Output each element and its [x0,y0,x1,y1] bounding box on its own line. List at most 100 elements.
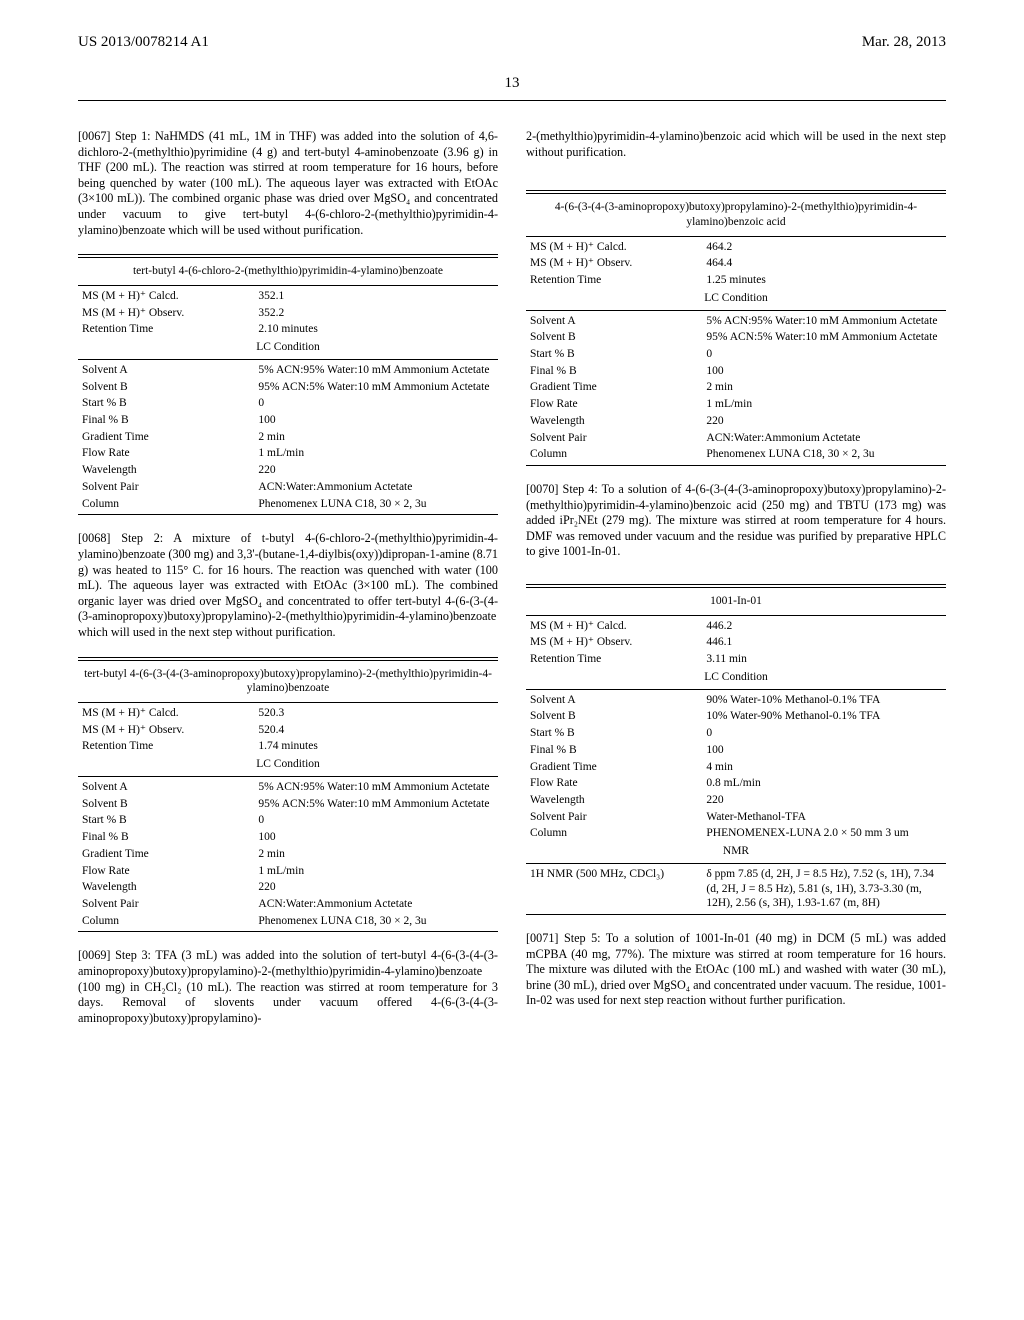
table-row: MS (M + H)⁺ Calcd.352.1 [78,288,498,305]
table-value: 100 [702,363,946,380]
table-row: Final % B100 [78,412,498,429]
table-row: Flow Rate1 mL/min [78,445,498,462]
table-value: 1 mL/min [702,396,946,413]
table-rule [78,285,498,286]
para-0069-cont: 2-(methylthio)pyrimidin-4-ylamino)benzoi… [526,129,946,160]
table-value: 520.3 [254,705,498,722]
table-row: Solvent PairACN:Water:Ammonium Actetate [526,430,946,447]
lc-condition-label: LC Condition [78,338,498,357]
table-key: MS (M + H)⁺ Calcd. [78,288,254,305]
table-value: 0.8 mL/min [702,775,946,792]
table-row: Final % B100 [526,742,946,759]
table-row: Start % B0 [78,395,498,412]
table-rule [78,657,498,658]
table-value: 220 [254,879,498,896]
table-value: 0 [702,346,946,363]
table-rule [526,615,946,616]
table-key: Solvent B [526,329,702,346]
table-key: Column [526,446,702,463]
table-value: 1.25 minutes [702,272,946,289]
table-rule [526,465,946,466]
table-value: 3.11 min [702,651,946,668]
table-row: MS (M + H)⁺ Observ.352.2 [78,305,498,322]
table-key: Solvent A [526,692,702,709]
table-key: Wavelength [78,462,254,479]
table-compound-3: 4-(6-(3-(4-(3-aminopropoxy)butoxy)propyl… [526,190,946,466]
table-row: MS (M + H)⁺ Observ.520.4 [78,722,498,739]
table-key: Gradient Time [78,429,254,446]
table-rule [78,931,498,932]
table-key: Retention Time [78,738,254,755]
table-row: Solvent B95% ACN:5% Water:10 mM Ammonium… [78,379,498,396]
table-value: 10% Water-90% Methanol-0.1% TFA [702,708,946,725]
table-key: Solvent A [526,313,702,330]
table-value: Phenomenex LUNA C18, 30 × 2, 3u [702,446,946,463]
table-rule [526,190,946,191]
table-key: Start % B [78,812,254,829]
table-value: PHENOMENEX-LUNA 2.0 × 50 mm 3 um [702,825,946,842]
table-value: Water-Methanol-TFA [702,809,946,826]
table-rule [526,689,946,690]
table-value: 352.2 [254,305,498,322]
table-rule [78,359,498,360]
lc-condition-label: LC Condition [78,755,498,774]
table-value: 1 mL/min [254,863,498,880]
table-value: 5% ACN:95% Water:10 mM Ammonium Actetate [254,362,498,379]
table-value: 95% ACN:5% Water:10 mM Ammonium Actetate [254,379,498,396]
table-compound-2: tert-butyl 4-(6-(3-(4-(3-aminopropoxy)bu… [78,657,498,933]
table-key: Flow Rate [78,445,254,462]
table-value: 2 min [254,846,498,863]
table-key: Gradient Time [526,379,702,396]
table-row: Wavelength220 [526,413,946,430]
table-value: 0 [702,725,946,742]
table-row: Start % B0 [526,725,946,742]
table-value: 520.4 [254,722,498,739]
table-row: Wavelength220 [78,879,498,896]
table-key: Final % B [526,742,702,759]
table-key: Gradient Time [78,846,254,863]
table-key: Final % B [526,363,702,380]
table-value: 464.2 [702,239,946,256]
table-row: Gradient Time2 min [526,379,946,396]
doc-id: US 2013/0078214 A1 [78,34,209,51]
para-0067: [0067] Step 1: NaHMDS (41 mL, 1M in THF)… [78,129,498,238]
table-row: Solvent B10% Water-90% Methanol-0.1% TFA [526,708,946,725]
table-value: 5% ACN:95% Water:10 mM Ammonium Actetate [702,313,946,330]
table-key: MS (M + H)⁺ Observ. [526,634,702,651]
table-rule [78,514,498,515]
table-key: Solvent B [78,796,254,813]
table-rule [526,914,946,915]
table-value: 100 [254,829,498,846]
table-key: Solvent B [78,379,254,396]
table-rule [526,310,946,311]
lc-condition-label: LC Condition [526,668,946,687]
table-key: Flow Rate [526,396,702,413]
table-rule [526,584,946,585]
table-row: Gradient Time4 min [526,759,946,776]
table-value: Phenomenex LUNA C18, 30 × 2, 3u [254,496,498,513]
table-row: MS (M + H)⁺ Calcd.446.2 [526,618,946,635]
table-value: 1.74 minutes [254,738,498,755]
nmr-key: 1H NMR (500 MHz, CDCl₃) [526,866,702,912]
table-row: ColumnPhenomenex LUNA C18, 30 × 2, 3u [78,913,498,930]
table-value: 1 mL/min [254,445,498,462]
table-row: Retention Time1.25 minutes [526,272,946,289]
table-key: Solvent Pair [526,809,702,826]
table-rule [526,236,946,237]
table-row: Solvent PairACN:Water:Ammonium Actetate [78,479,498,496]
para-0070: [0070] Step 4: To a solution of 4-(6-(3-… [526,482,946,560]
table-key: Flow Rate [526,775,702,792]
table-key: Retention Time [78,321,254,338]
table-row: Wavelength220 [526,792,946,809]
table-row: Start % B0 [526,346,946,363]
table-row: Solvent B95% ACN:5% Water:10 mM Ammonium… [526,329,946,346]
table-row: Final % B100 [526,363,946,380]
nmr-row: 1H NMR (500 MHz, CDCl₃) δ ppm 7.85 (d, 2… [526,866,946,912]
table-key: Solvent A [78,362,254,379]
table-value: 446.1 [702,634,946,651]
table-value: Phenomenex LUNA C18, 30 × 2, 3u [254,913,498,930]
lc-condition-label: LC Condition [526,289,946,308]
nmr-label: NMR [526,842,946,861]
table-row: MS (M + H)⁺ Observ.446.1 [526,634,946,651]
table-key: Retention Time [526,272,702,289]
